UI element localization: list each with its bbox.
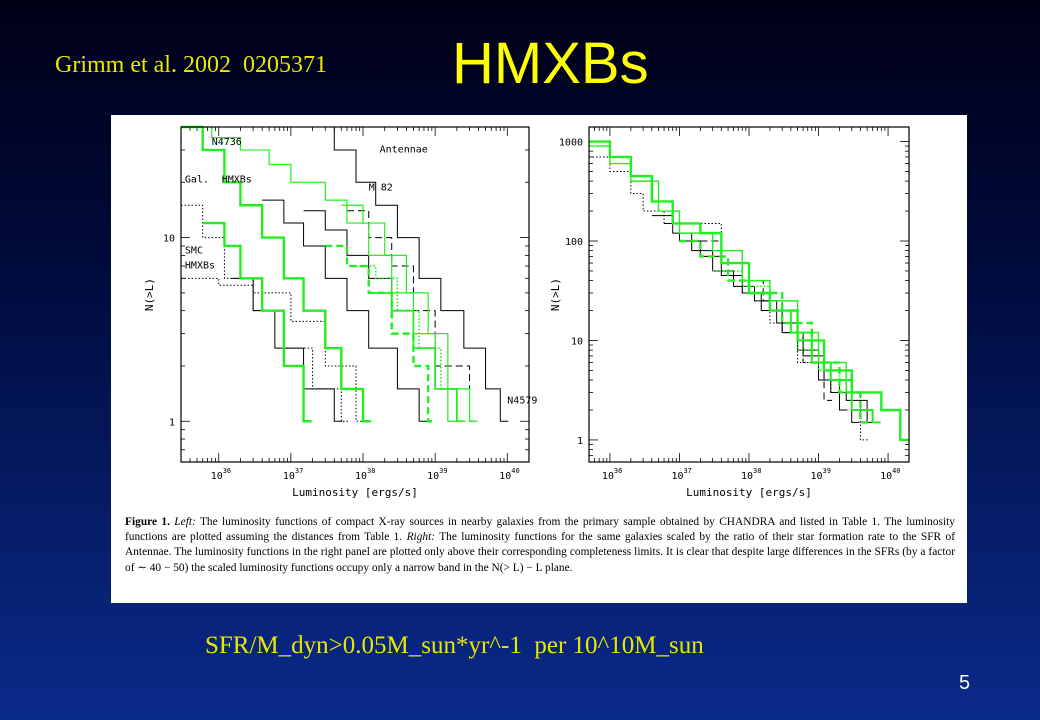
left-x-tick-label: 10: [499, 471, 511, 482]
figure-image: 10 36 10 37 10 38 10 39 10 40 1 10 Luminosity [ergs/…: [111, 115, 967, 603]
left-series-line-9: [202, 221, 312, 423]
left-series-line-11: [325, 244, 437, 423]
right-x-tick-label: 10: [811, 471, 823, 482]
left-series-line-3: [346, 210, 478, 422]
left-annotation-label: HMXBs: [222, 174, 252, 185]
right-series-line-7: [679, 239, 869, 424]
left-annotation-label: Antennae: [380, 145, 428, 156]
left-x-tick-exponent: 36: [223, 467, 231, 475]
right-x-tick-label: 10: [671, 471, 683, 482]
right-x-tick-exponent: 39: [823, 467, 831, 475]
left-x-tick-exponent: 37: [295, 467, 303, 475]
left-annotation-label: N4579: [507, 395, 537, 406]
right-series-line-0: [589, 156, 869, 441]
left-annotation-label: SMC: [185, 245, 203, 256]
right-x-tick-exponent: 38: [753, 467, 761, 475]
left-y-tick-label: 1: [169, 417, 175, 428]
left-annotation-label: Gal.: [185, 174, 209, 185]
left-x-tick-label: 10: [355, 471, 367, 482]
left-annotation-label: M 82: [369, 183, 393, 194]
left-series-line-0: [312, 126, 509, 422]
left-series-line-8: [181, 125, 372, 423]
figure-caption: Figure 1. Left: The luminosity functions…: [125, 515, 955, 576]
right-plot-frame: [588, 126, 910, 463]
right-x-axis-label: Luminosity [ergs/s]: [686, 486, 812, 499]
caption-label: Figure 1.: [125, 516, 170, 528]
left-annotation-label: N4736: [212, 137, 242, 148]
left-series-line-13: [368, 291, 465, 423]
right-y-axis-label: N(>L): [549, 278, 562, 311]
right-series-line-4: [749, 292, 860, 423]
right-series-line-9: [769, 309, 881, 424]
right-series-line-5: [589, 140, 909, 442]
left-x-tick-label: 10: [427, 471, 439, 482]
left-plot-frame: [180, 126, 530, 463]
left-x-tick-exponent: 40: [511, 467, 519, 475]
left-annotation-label: HMXBs: [185, 260, 215, 271]
left-y-axis-label: N(>L): [143, 278, 156, 311]
caption-right-word: Right:: [406, 531, 436, 544]
right-x-tick-label: 10: [741, 471, 753, 482]
left-series-line-6: [181, 277, 365, 422]
left-series-line-12: [356, 265, 465, 423]
left-series-line-7: [181, 126, 456, 422]
caption-part2: The luminosity functions for the same ga…: [125, 531, 955, 574]
left-y-tick-label: 10: [163, 234, 175, 245]
right-y-tick-label: 1000: [559, 138, 583, 149]
slide-title: HMXBs: [452, 31, 649, 96]
right-x-tick-label: 10: [602, 471, 614, 482]
page-number: 5: [959, 672, 971, 694]
right-x-tick-exponent: 37: [683, 467, 691, 475]
right-y-tick-label: 100: [565, 237, 583, 248]
left-series-line-10: [341, 204, 478, 422]
left-series-line-4: [231, 277, 343, 422]
right-x-tick-label: 10: [880, 471, 892, 482]
right-series-line-3: [700, 240, 833, 401]
left-x-tick-exponent: 38: [367, 467, 375, 475]
left-x-tick-label: 10: [211, 471, 223, 482]
slide-subtitle: SFR/M_dyn>0.05M_sun*yr^-1 per 10^10M_sun: [205, 632, 704, 659]
left-x-tick-label: 10: [283, 471, 295, 482]
left-x-axis-label: Luminosity [ergs/s]: [292, 486, 418, 499]
right-series-line-6: [589, 145, 855, 394]
left-series-line-1: [262, 199, 428, 422]
caption-left-word: Left:: [174, 516, 196, 528]
reference-citation: Grimm et al. 2002 0205371: [55, 52, 327, 78]
right-series-line-8: [712, 270, 848, 394]
caption-part1: The luminosity functions of compact X-ra…: [125, 516, 955, 544]
left-x-tick-exponent: 39: [439, 467, 447, 475]
right-y-tick-label: 10: [571, 336, 583, 347]
right-x-tick-exponent: 40: [892, 467, 900, 475]
right-y-tick-label: 1: [577, 436, 583, 447]
right-x-tick-exponent: 36: [614, 467, 622, 475]
right-series-line-2: [651, 215, 848, 411]
